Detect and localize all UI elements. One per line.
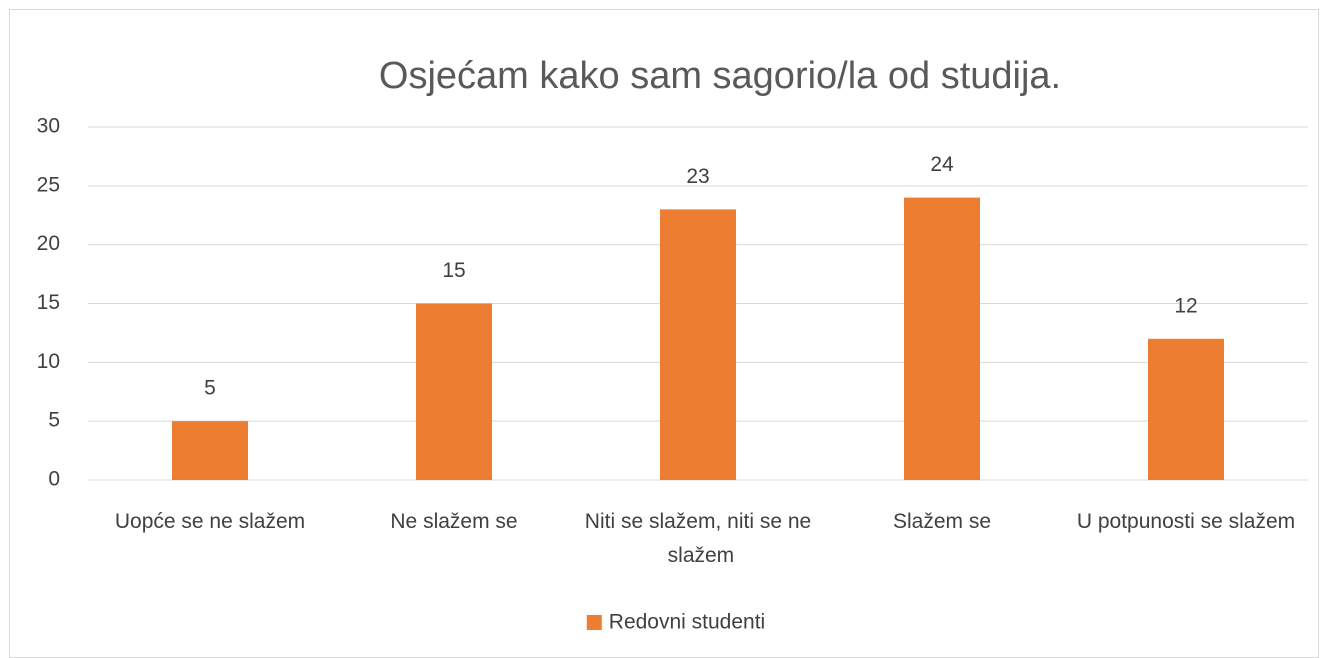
y-tick-label: 10 [37, 350, 60, 373]
data-label: 24 [930, 153, 954, 176]
y-tick-label: 20 [37, 232, 60, 255]
x-tick-label: Ne slažem se [390, 510, 517, 533]
bar [416, 303, 492, 480]
x-tick-label: Slažem se [893, 510, 991, 533]
y-tick-label: 25 [37, 173, 60, 196]
bar [172, 421, 248, 480]
y-tick-label: 0 [48, 468, 60, 491]
x-tick-label: Uopće se ne slažem [115, 510, 305, 533]
y-tick-label: 5 [48, 409, 60, 432]
y-tick-label: 15 [37, 291, 60, 314]
bar [1148, 338, 1224, 480]
y-tick-label: 30 [37, 115, 60, 138]
legend-swatch [586, 615, 602, 630]
data-label: 12 [1174, 294, 1197, 317]
legend-label: Redovni studenti [609, 611, 765, 634]
data-label: 23 [686, 165, 709, 188]
chart-title: Osjećam kako sam sagorio/la od studija. [379, 55, 1061, 97]
data-label: 5 [204, 377, 216, 400]
data-label: 15 [442, 259, 465, 282]
bar [904, 197, 980, 480]
legend-item: Redovni studenti [586, 611, 765, 634]
x-tick-label: U potpunosti se slažem [1077, 510, 1295, 533]
bar [660, 209, 736, 480]
x-tick-label: Niti se slažem, niti se ne slažem [585, 510, 811, 567]
